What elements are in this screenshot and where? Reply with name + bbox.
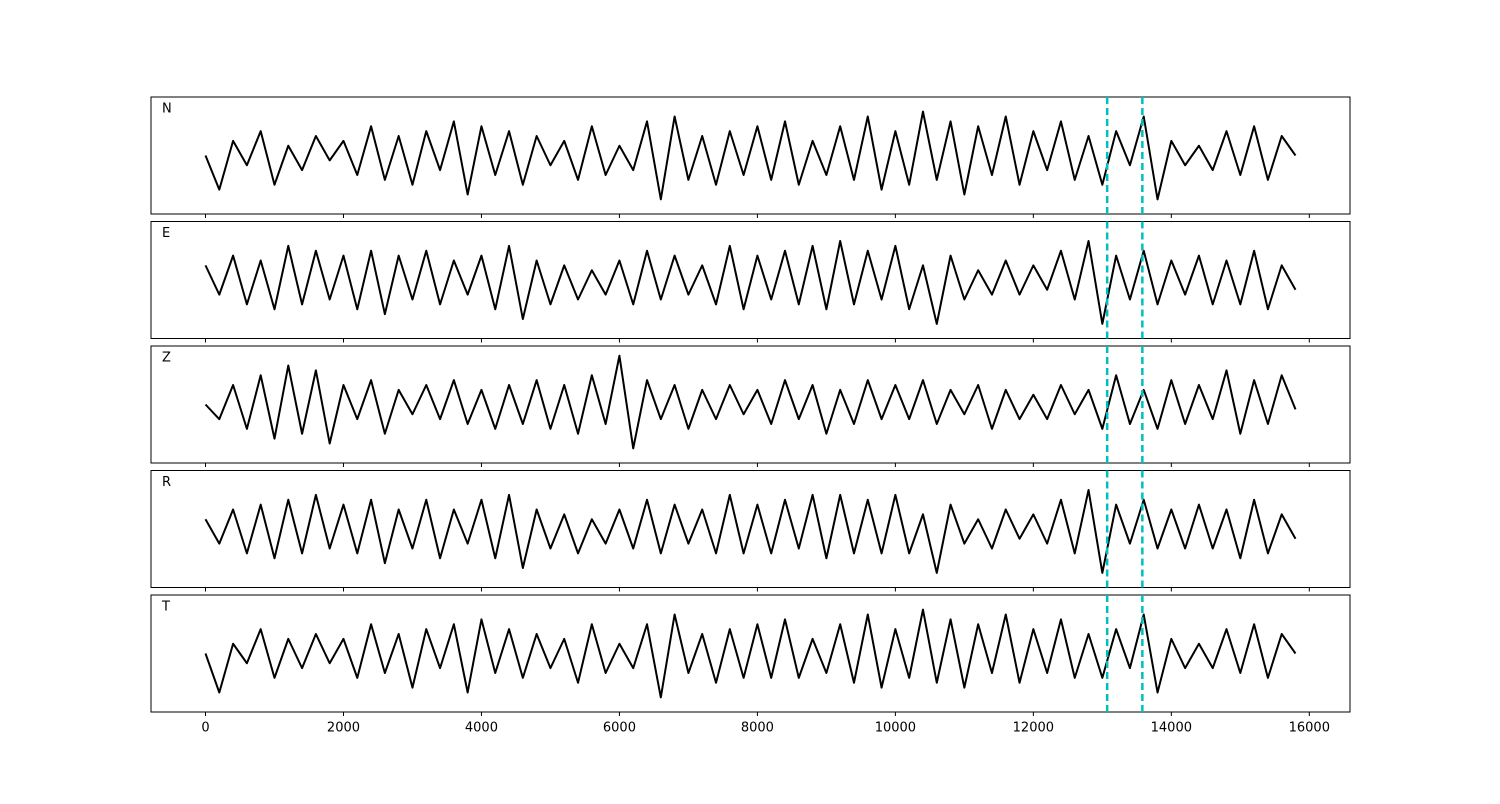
trace-line <box>204 489 1297 574</box>
trace-line <box>204 608 1297 699</box>
panel-frame <box>150 594 1351 713</box>
trace-line <box>204 110 1297 201</box>
x-tick-label: 16000 <box>1289 721 1330 736</box>
panel-frame <box>150 96 1351 215</box>
x-tick-label: 2000 <box>327 721 360 736</box>
x-tick-label: 12000 <box>1013 721 1054 736</box>
x-tick-label: 0 <box>201 721 209 736</box>
panel-label: N <box>162 102 172 117</box>
x-tick-label: 10000 <box>875 721 916 736</box>
panel-label: T <box>161 600 170 615</box>
trace-line <box>204 240 1297 325</box>
trace-line <box>204 354 1297 450</box>
x-tick-label: 6000 <box>603 721 636 736</box>
x-tick-label: 8000 <box>741 721 774 736</box>
x-tick-label: 4000 <box>465 721 498 736</box>
panel-label: R <box>162 475 171 490</box>
panel-label: Z <box>162 351 171 366</box>
panel-frame <box>150 470 1351 588</box>
panel-frame <box>150 345 1351 464</box>
panel-frame <box>150 221 1351 339</box>
panel-label: E <box>162 226 170 241</box>
x-tick-label: 14000 <box>1151 721 1192 736</box>
